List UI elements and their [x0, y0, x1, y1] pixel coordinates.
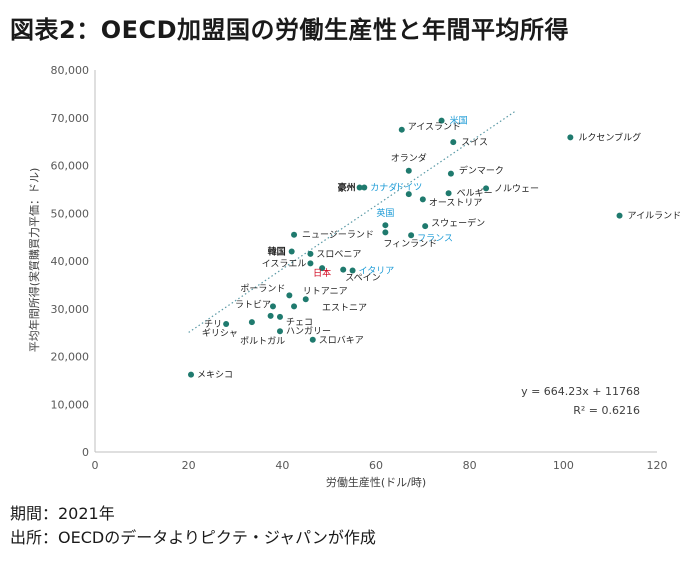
x-tick-label: 60 — [369, 459, 383, 472]
data-label: ドイツ — [395, 183, 422, 193]
data-point — [248, 319, 255, 326]
y-tick-label: 10,000 — [51, 398, 90, 411]
data-label: エストニア — [322, 303, 367, 313]
data-point — [349, 267, 356, 274]
data-point — [419, 196, 426, 203]
chart-axes: 0 20 40 60 80 100 120 0 10,000 20,000 30,000 40,000… — [51, 64, 668, 472]
data-point — [405, 167, 412, 174]
data-label: オーストリア — [429, 197, 483, 208]
x-tick-label: 20 — [182, 459, 196, 472]
data-label: チリ — [204, 319, 222, 330]
data-point — [447, 170, 454, 177]
y-tick-label: 70,000 — [51, 112, 90, 125]
data-point — [267, 312, 274, 319]
y-tick-label: 20,000 — [51, 351, 90, 364]
y-tick-label: 60,000 — [51, 160, 90, 173]
chart-title: 図表2：OECD加盟国の労働生産性と年間平均所得 — [10, 16, 570, 44]
data-point — [422, 223, 429, 230]
data-point — [302, 296, 309, 303]
data-point — [309, 336, 316, 343]
data-label: スペイン — [345, 274, 380, 284]
data-label: ポルトガル — [240, 336, 285, 347]
data-label: スロベニア — [316, 250, 361, 260]
regression-equation: y = 664.23x + 11768 — [521, 385, 640, 398]
data-label: フィンランド — [383, 238, 437, 249]
data-label: カナダ — [370, 181, 397, 193]
data-point — [382, 222, 389, 229]
data-point — [291, 303, 298, 310]
x-tick-label: 100 — [553, 459, 574, 472]
x-tick-label: 80 — [463, 459, 477, 472]
data-label: イタリア — [359, 266, 395, 277]
data-point — [382, 229, 389, 236]
data-points — [188, 117, 623, 378]
data-label: フランス — [417, 233, 453, 244]
data-label: スイス — [461, 138, 488, 148]
data-point — [223, 321, 230, 328]
scatter-chart: 0 20 40 60 80 100 120 0 10,000 20,000 30,000 40,000… — [27, 64, 681, 489]
data-point — [438, 117, 445, 124]
data-label: 韓国 — [268, 245, 286, 257]
source-note: 出所：OECDのデータよりピクテ・ジャパンが作成 — [10, 528, 376, 547]
x-tick-label: 120 — [647, 459, 668, 472]
data-point — [288, 248, 295, 255]
data-point — [616, 212, 623, 219]
data-point — [307, 260, 314, 267]
data-label: 豪州 — [338, 181, 356, 193]
data-label: 日本 — [313, 267, 331, 279]
data-point — [319, 265, 326, 272]
data-label: アイスランド — [408, 122, 461, 133]
data-point — [340, 266, 347, 273]
data-point — [361, 184, 368, 191]
data-point — [276, 313, 283, 320]
data-label: ギリシャ — [202, 328, 238, 339]
data-point — [405, 191, 412, 198]
data-label: アイルランド — [628, 211, 682, 222]
data-point — [398, 126, 405, 133]
data-point — [567, 134, 574, 141]
data-label: イスラエル — [262, 258, 307, 269]
x-tick-label: 40 — [275, 459, 289, 472]
data-point — [188, 371, 195, 378]
data-label: ルクセンブルグ — [578, 131, 641, 143]
data-point — [269, 303, 276, 310]
data-point — [286, 292, 293, 299]
data-label: オランダ — [391, 152, 427, 164]
y-tick-label: 40,000 — [51, 255, 90, 268]
x-axis-label: 労働生産性(ドル/時) — [326, 475, 426, 489]
data-label: スウェーデン — [431, 217, 485, 229]
period-note: 期間：2021年 — [10, 504, 115, 523]
data-label: ベルギー — [457, 188, 493, 199]
y-tick-label: 80,000 — [51, 64, 90, 77]
x-tick-label: 0 — [92, 459, 99, 472]
data-label: ハンガリー — [286, 326, 331, 337]
data-label: 米国 — [450, 115, 468, 127]
data-label: ポーランド — [240, 283, 285, 294]
data-point — [307, 250, 314, 257]
y-axis-label: 平均年間所得(実質購買力平価：ドル) — [27, 168, 41, 353]
data-point — [450, 139, 457, 146]
data-point — [276, 328, 283, 335]
data-point — [445, 190, 452, 197]
data-label: リトアニア — [303, 287, 348, 297]
data-point — [483, 185, 490, 192]
y-tick-label: 0 — [82, 446, 89, 459]
data-labels: 米国アイスランドルクセンブルグスイスオランダデンマークノルウェーベルギーオースト… — [197, 115, 681, 381]
y-tick-label: 30,000 — [51, 303, 90, 316]
data-label: メキシコ — [197, 371, 233, 381]
data-label: チェコ — [286, 317, 313, 328]
data-label: ニュージーランド — [302, 230, 374, 241]
r-squared: R² = 0.6216 — [573, 404, 640, 417]
data-point — [408, 232, 415, 239]
data-label: スロバキア — [319, 335, 364, 346]
data-label: ノルウェー — [494, 183, 539, 194]
data-label: ラトビア — [235, 299, 271, 310]
y-tick-label: 50,000 — [51, 207, 90, 220]
data-point — [356, 184, 363, 191]
data-point — [291, 231, 298, 238]
data-label: 英国 — [376, 207, 394, 219]
data-label: デンマーク — [459, 165, 504, 177]
